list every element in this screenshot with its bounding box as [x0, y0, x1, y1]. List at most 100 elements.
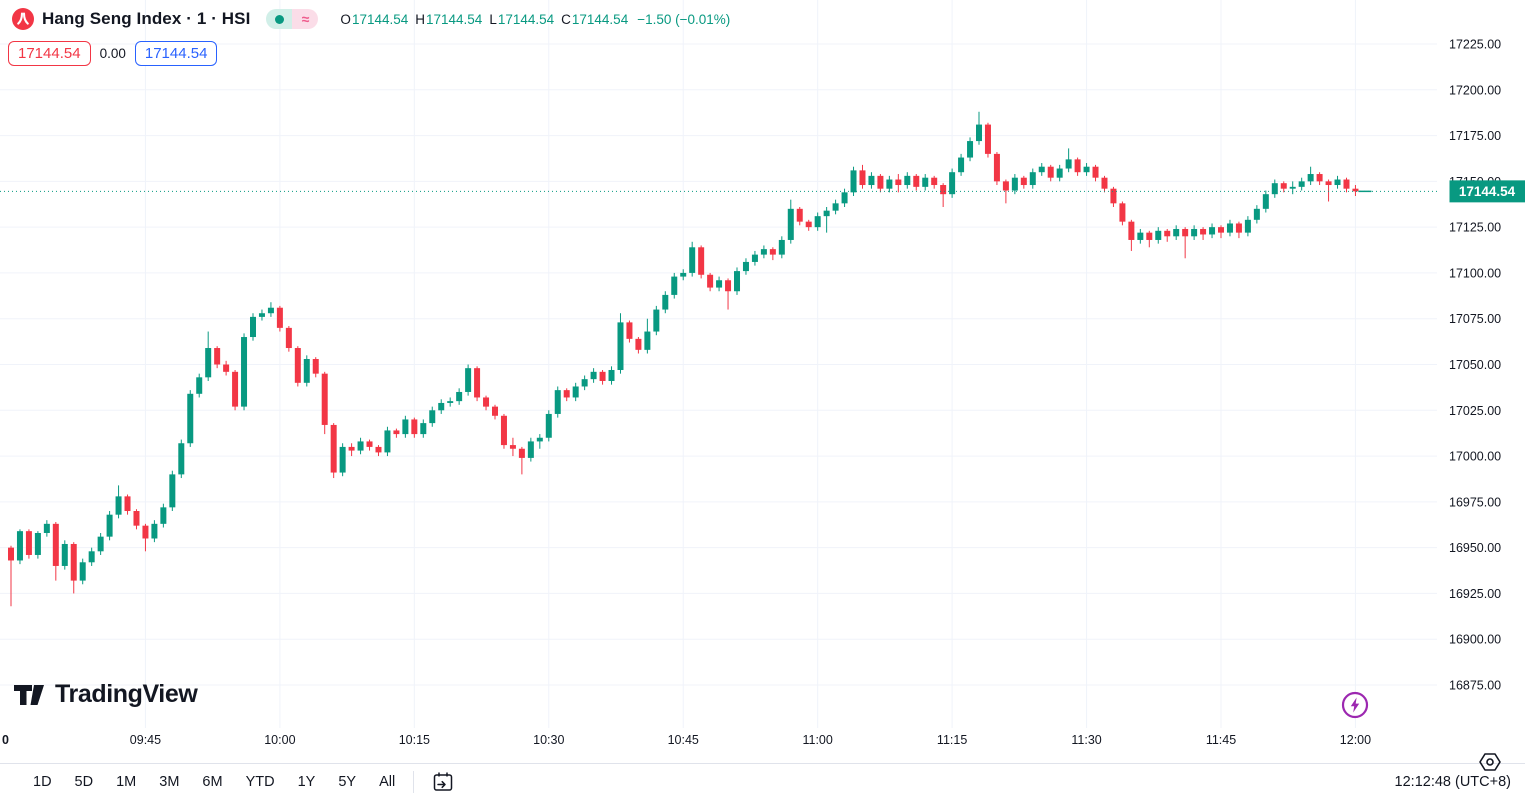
candle-body: [832, 203, 839, 211]
candle-body: [1209, 227, 1216, 235]
range-1y-button[interactable]: 1Y: [297, 774, 316, 790]
candle-body: [904, 175, 911, 186]
candle-body: [456, 391, 463, 402]
range-3m-button[interactable]: 3M: [159, 774, 180, 790]
market-status-dot-icon: [266, 9, 293, 29]
candle-body: [43, 523, 50, 533]
candle-body: [913, 175, 920, 187]
candle-body: [1316, 174, 1323, 182]
candle-body: [267, 307, 274, 314]
candle-body: [922, 177, 929, 187]
range-1m-button[interactable]: 1M: [116, 774, 137, 790]
range-ytd-button[interactable]: YTD: [245, 774, 275, 790]
candle-body: [1307, 174, 1314, 182]
candle-body: [671, 276, 678, 295]
clock-timestamp[interactable]: 12:12:48 (UTC+8): [1394, 774, 1511, 790]
candle-body: [483, 397, 490, 407]
range-1d-button[interactable]: 1D: [33, 774, 52, 790]
range-5d-button[interactable]: 5D: [74, 774, 94, 790]
red-price-box[interactable]: 17144.54: [8, 41, 91, 66]
time-tick-label: 11:00: [802, 733, 832, 747]
time-tick-label: 10:00: [264, 733, 295, 747]
candle-body: [868, 175, 875, 186]
candle-body: [384, 430, 391, 453]
candle-body: [276, 307, 283, 328]
candle-body: [949, 172, 956, 195]
candle-body: [285, 327, 292, 349]
price-boxes-row: 17144.54 0.00 17144.54: [8, 41, 218, 66]
candle-body: [1020, 177, 1027, 186]
candle-body: [689, 247, 696, 273]
price-tick-label: 17225.00: [1449, 38, 1501, 52]
candle-body: [214, 348, 221, 365]
go-to-date-calendar-icon[interactable]: [429, 769, 457, 795]
candle-body: [34, 532, 41, 555]
candle-body: [447, 401, 454, 403]
time-axis[interactable]: 0 09:45 10:00 10:15 10:30 10:45 11:00 11:15 11:3…: [2, 733, 1371, 747]
time-tick-label: 10:15: [399, 733, 430, 747]
candle-body: [115, 496, 122, 515]
symbol-logo-icon[interactable]: [12, 8, 34, 30]
price-tick-label: 16975.00: [1449, 495, 1501, 509]
candle-body: [196, 377, 203, 394]
symbol-title[interactable]: Hang Seng Index · 1 · HSI: [42, 9, 251, 28]
candle-body: [805, 221, 812, 228]
candle-body: [1047, 166, 1054, 178]
candle-body: [61, 543, 68, 566]
candle-body: [1262, 194, 1269, 209]
high-label: H: [415, 11, 425, 27]
candle-body: [366, 441, 373, 447]
market-status-pill[interactable]: ≈: [266, 9, 319, 29]
candle-body: [1244, 219, 1251, 233]
candle-body: [680, 272, 687, 277]
candle-body: [97, 536, 104, 552]
candle-body: [1173, 228, 1180, 237]
time-tick-label: 11:15: [937, 733, 967, 747]
candle-body: [420, 423, 427, 435]
candle-body: [859, 170, 866, 186]
hsi-logo-glyph: [17, 12, 29, 25]
range-5y-button[interactable]: 5Y: [338, 774, 357, 790]
candle-body: [1235, 223, 1242, 233]
candle-body: [984, 124, 991, 154]
time-tick-label: 10:30: [533, 733, 564, 747]
candle-body: [886, 179, 893, 189]
range-all-button[interactable]: All: [379, 774, 396, 790]
candle-body: [339, 446, 346, 473]
price-tick-label: 17125.00: [1449, 221, 1501, 235]
tradingview-logo-icon: [14, 684, 44, 705]
candle-body: [1083, 166, 1090, 173]
price-tick-label: 16950.00: [1449, 541, 1501, 555]
range-6m-button[interactable]: 6M: [202, 774, 223, 790]
candle-body: [1164, 230, 1171, 237]
grid-lines: [0, 0, 1437, 728]
time-tick-label: 10:45: [668, 733, 699, 747]
price-axis[interactable]: 17225.0017200.0017175.0017150.0017125.00…: [1449, 38, 1501, 693]
instant-data-flash-icon[interactable]: [1341, 691, 1369, 719]
candle-body: [142, 525, 149, 539]
candlestick-chart[interactable]: 17225.0017200.0017175.0017150.0017125.00…: [0, 0, 1525, 762]
candle-body: [1182, 228, 1189, 237]
candle-body: [25, 531, 32, 555]
candle-body: [1289, 186, 1296, 189]
candle-body: [841, 192, 848, 204]
price-scale-settings-icon[interactable]: [1477, 749, 1503, 775]
candle-body: [1218, 227, 1225, 233]
candle-body: [1200, 228, 1207, 235]
candle-body: [931, 177, 938, 186]
blue-price-box[interactable]: 17144.54: [134, 41, 218, 66]
candle-body: [1056, 168, 1063, 178]
candle-body: [500, 415, 507, 446]
candle-body: [169, 474, 176, 508]
candle-body: [133, 511, 140, 526]
candle-body: [976, 124, 983, 142]
candle-body: [438, 402, 445, 411]
candle-body: [1352, 188, 1359, 192]
delayed-data-approx-icon: ≈: [292, 9, 319, 29]
tradingview-watermark[interactable]: TradingView: [12, 680, 198, 709]
candle-body: [545, 413, 552, 438]
candle-body: [644, 331, 651, 350]
candle-body: [1002, 181, 1009, 191]
candle-body: [70, 543, 77, 581]
candle-body: [8, 547, 14, 561]
